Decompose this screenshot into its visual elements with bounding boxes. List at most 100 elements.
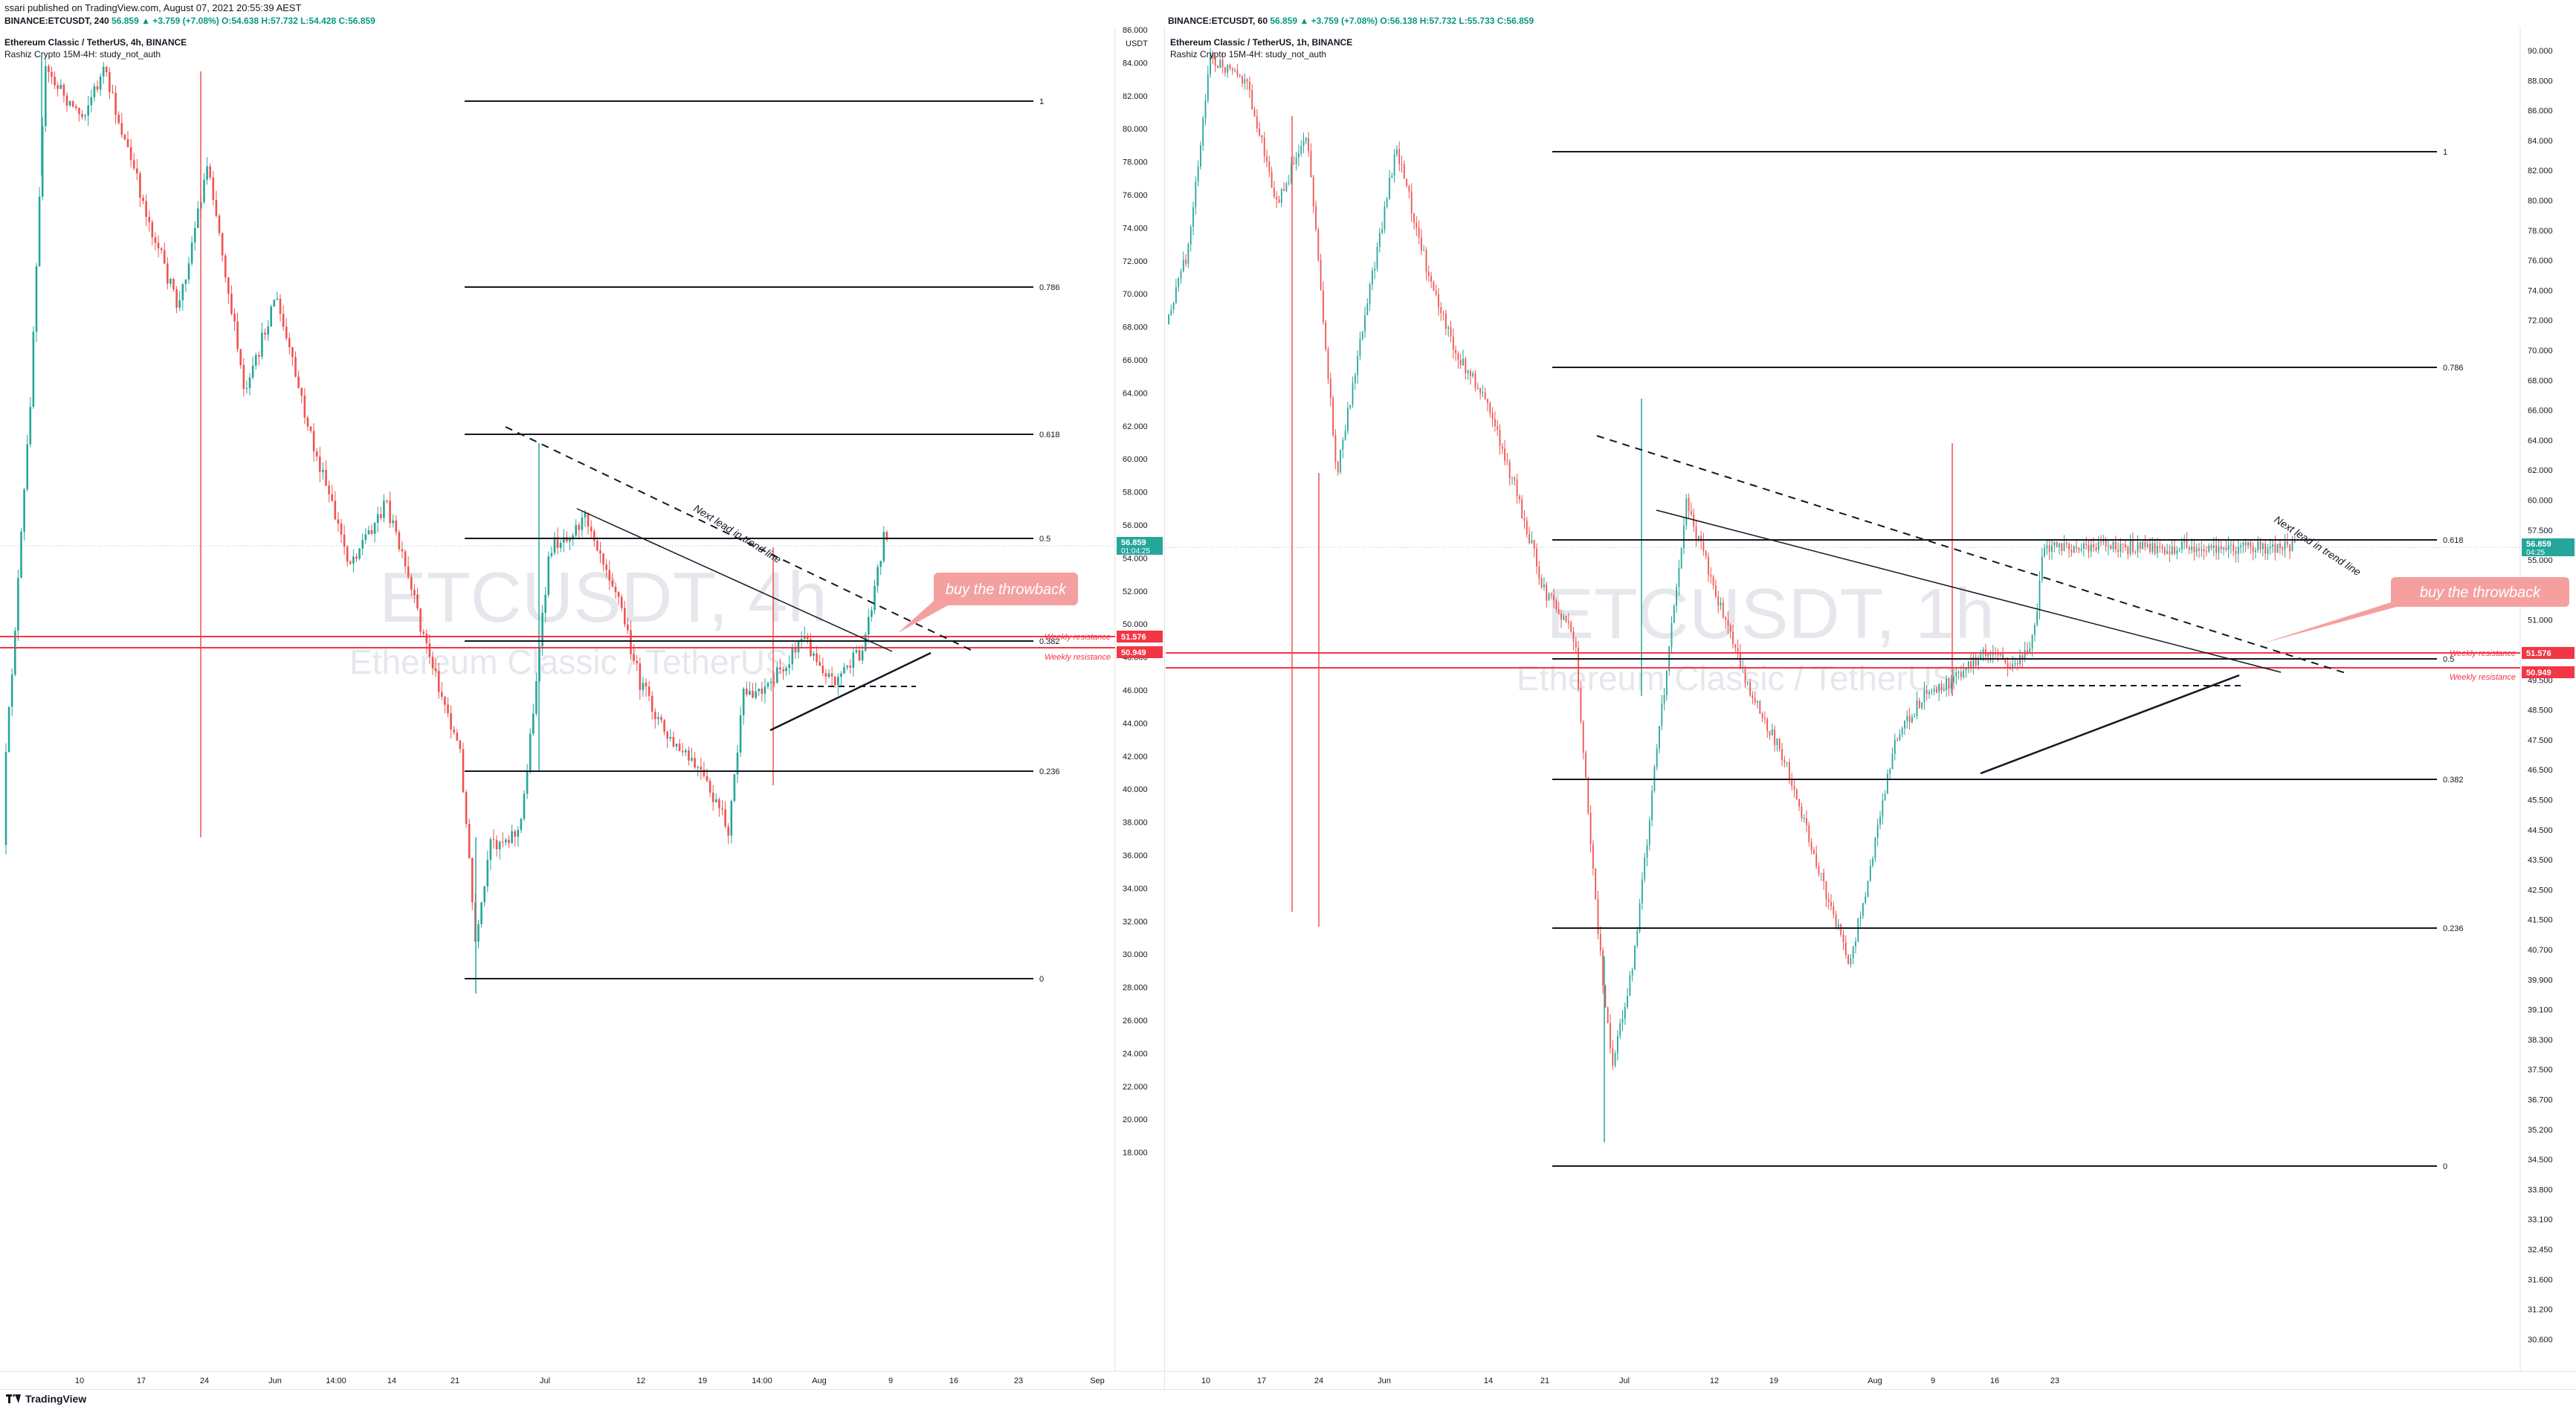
candle-body [242, 364, 245, 389]
candle-body [2188, 547, 2190, 550]
candle-body [1494, 419, 1496, 427]
legend-title-4h: Ethereum Classic / TetherUS, 4h, BINANCE [4, 37, 187, 48]
candle-body [855, 650, 858, 653]
candle-body [1185, 260, 1187, 264]
candle-body [38, 196, 41, 267]
candle-body [65, 95, 68, 106]
candle-body [331, 494, 333, 501]
chart-pane-4h[interactable]: ETCUSDT, 4h Ethereum Classic / TetherUS 86… [0, 27, 1165, 1389]
candle-body [581, 517, 584, 530]
candle-body [132, 160, 135, 169]
candle-body [1953, 676, 1954, 683]
candle-body [1823, 872, 1824, 882]
candle-body [197, 208, 199, 228]
candle-body [106, 66, 108, 73]
time-label: 9 [1931, 1377, 1935, 1385]
candle-body [224, 255, 227, 278]
candle-body [1168, 315, 1169, 324]
price-label: 56.000 [1123, 521, 1148, 530]
candle-body [508, 840, 510, 843]
price-label: 86.000 [1123, 27, 1148, 35]
candle-body [175, 289, 178, 308]
candle-body [766, 683, 769, 687]
candle-body [170, 279, 172, 284]
candle-body [1212, 52, 1214, 59]
candle-body [1680, 548, 1682, 569]
chart-pane-1h[interactable]: ETCUSDT, 1h Ethereum Classic / TetherUS 90… [1166, 27, 2576, 1389]
time-label: Jun [268, 1377, 282, 1385]
candle-body [483, 886, 485, 903]
candle-body [584, 512, 587, 518]
price-label: 78.000 [2528, 227, 2553, 236]
candle-body [2125, 544, 2126, 547]
candle-body [1740, 652, 1741, 669]
candle-body [882, 532, 885, 561]
candle-body [627, 624, 629, 631]
candle-body [2048, 545, 2050, 552]
candle-body [2002, 654, 2004, 660]
candle-body [1989, 652, 1992, 656]
candle-body [465, 792, 468, 824]
candle-body [282, 314, 285, 327]
candle-body [2080, 549, 2082, 550]
candle-body [761, 688, 764, 694]
candle-body [270, 306, 272, 326]
candle-body [1259, 128, 1260, 135]
candle-body [1521, 499, 1523, 519]
price-label: 66.000 [1123, 356, 1148, 365]
candle-body [1867, 880, 1869, 897]
candle-body [2259, 541, 2262, 550]
candle-body [2085, 543, 2088, 546]
candle-body [2210, 545, 2212, 548]
candle-body [81, 114, 83, 117]
candle-body [1911, 716, 1913, 723]
dashed-trendline [505, 426, 975, 652]
time-label: Jun [1378, 1377, 1391, 1385]
candle-body [376, 514, 379, 524]
candle-body [1830, 901, 1832, 907]
tradingview-brand[interactable]: TradingView [6, 1393, 86, 1405]
candle-body [1614, 1053, 1616, 1066]
published-header: ssari published on TradingView.com, Augu… [0, 0, 2576, 27]
candle-body [1874, 837, 1876, 859]
candle-body [691, 758, 693, 761]
price-label: 40.700 [2528, 946, 2553, 955]
candle-body [1308, 138, 1309, 152]
candle-body [2100, 541, 2102, 543]
fib-level-label: 0 [2443, 1162, 2447, 1171]
candle-body [245, 387, 248, 389]
symbol-prefix-left: BINANCE:ETCUSDT, 240 [4, 16, 109, 26]
candle-body [1261, 135, 1263, 138]
candle-body [444, 696, 446, 705]
candle-body [1639, 903, 1641, 931]
candle-body [1769, 731, 1771, 735]
candle-body [1997, 653, 1999, 656]
candle-body [617, 592, 620, 597]
candle-body [1433, 281, 1435, 291]
candle-body [1666, 670, 1668, 695]
candle-body [1727, 619, 1729, 626]
candle-body [2053, 541, 2056, 546]
candle-body [1663, 695, 1665, 704]
candle-body [1715, 585, 1717, 596]
candle-body [566, 537, 568, 541]
candle-body [1268, 161, 1271, 172]
candle-body [587, 512, 590, 527]
price-label: 64.000 [1123, 389, 1148, 398]
candle-body [1936, 689, 1937, 693]
candle-body [672, 736, 675, 747]
candle-body [1217, 65, 1218, 68]
candle-body [2206, 551, 2207, 553]
candle-body [645, 683, 648, 687]
triangle-lower-line [1980, 674, 2240, 775]
candle-body [1803, 818, 1805, 820]
callout-box [934, 573, 1078, 605]
candle-body [1455, 350, 1456, 353]
candle-body [319, 456, 321, 472]
candle-body [556, 537, 559, 548]
candle-body [215, 199, 218, 216]
candle-body [827, 673, 830, 677]
candle-body [23, 489, 25, 532]
